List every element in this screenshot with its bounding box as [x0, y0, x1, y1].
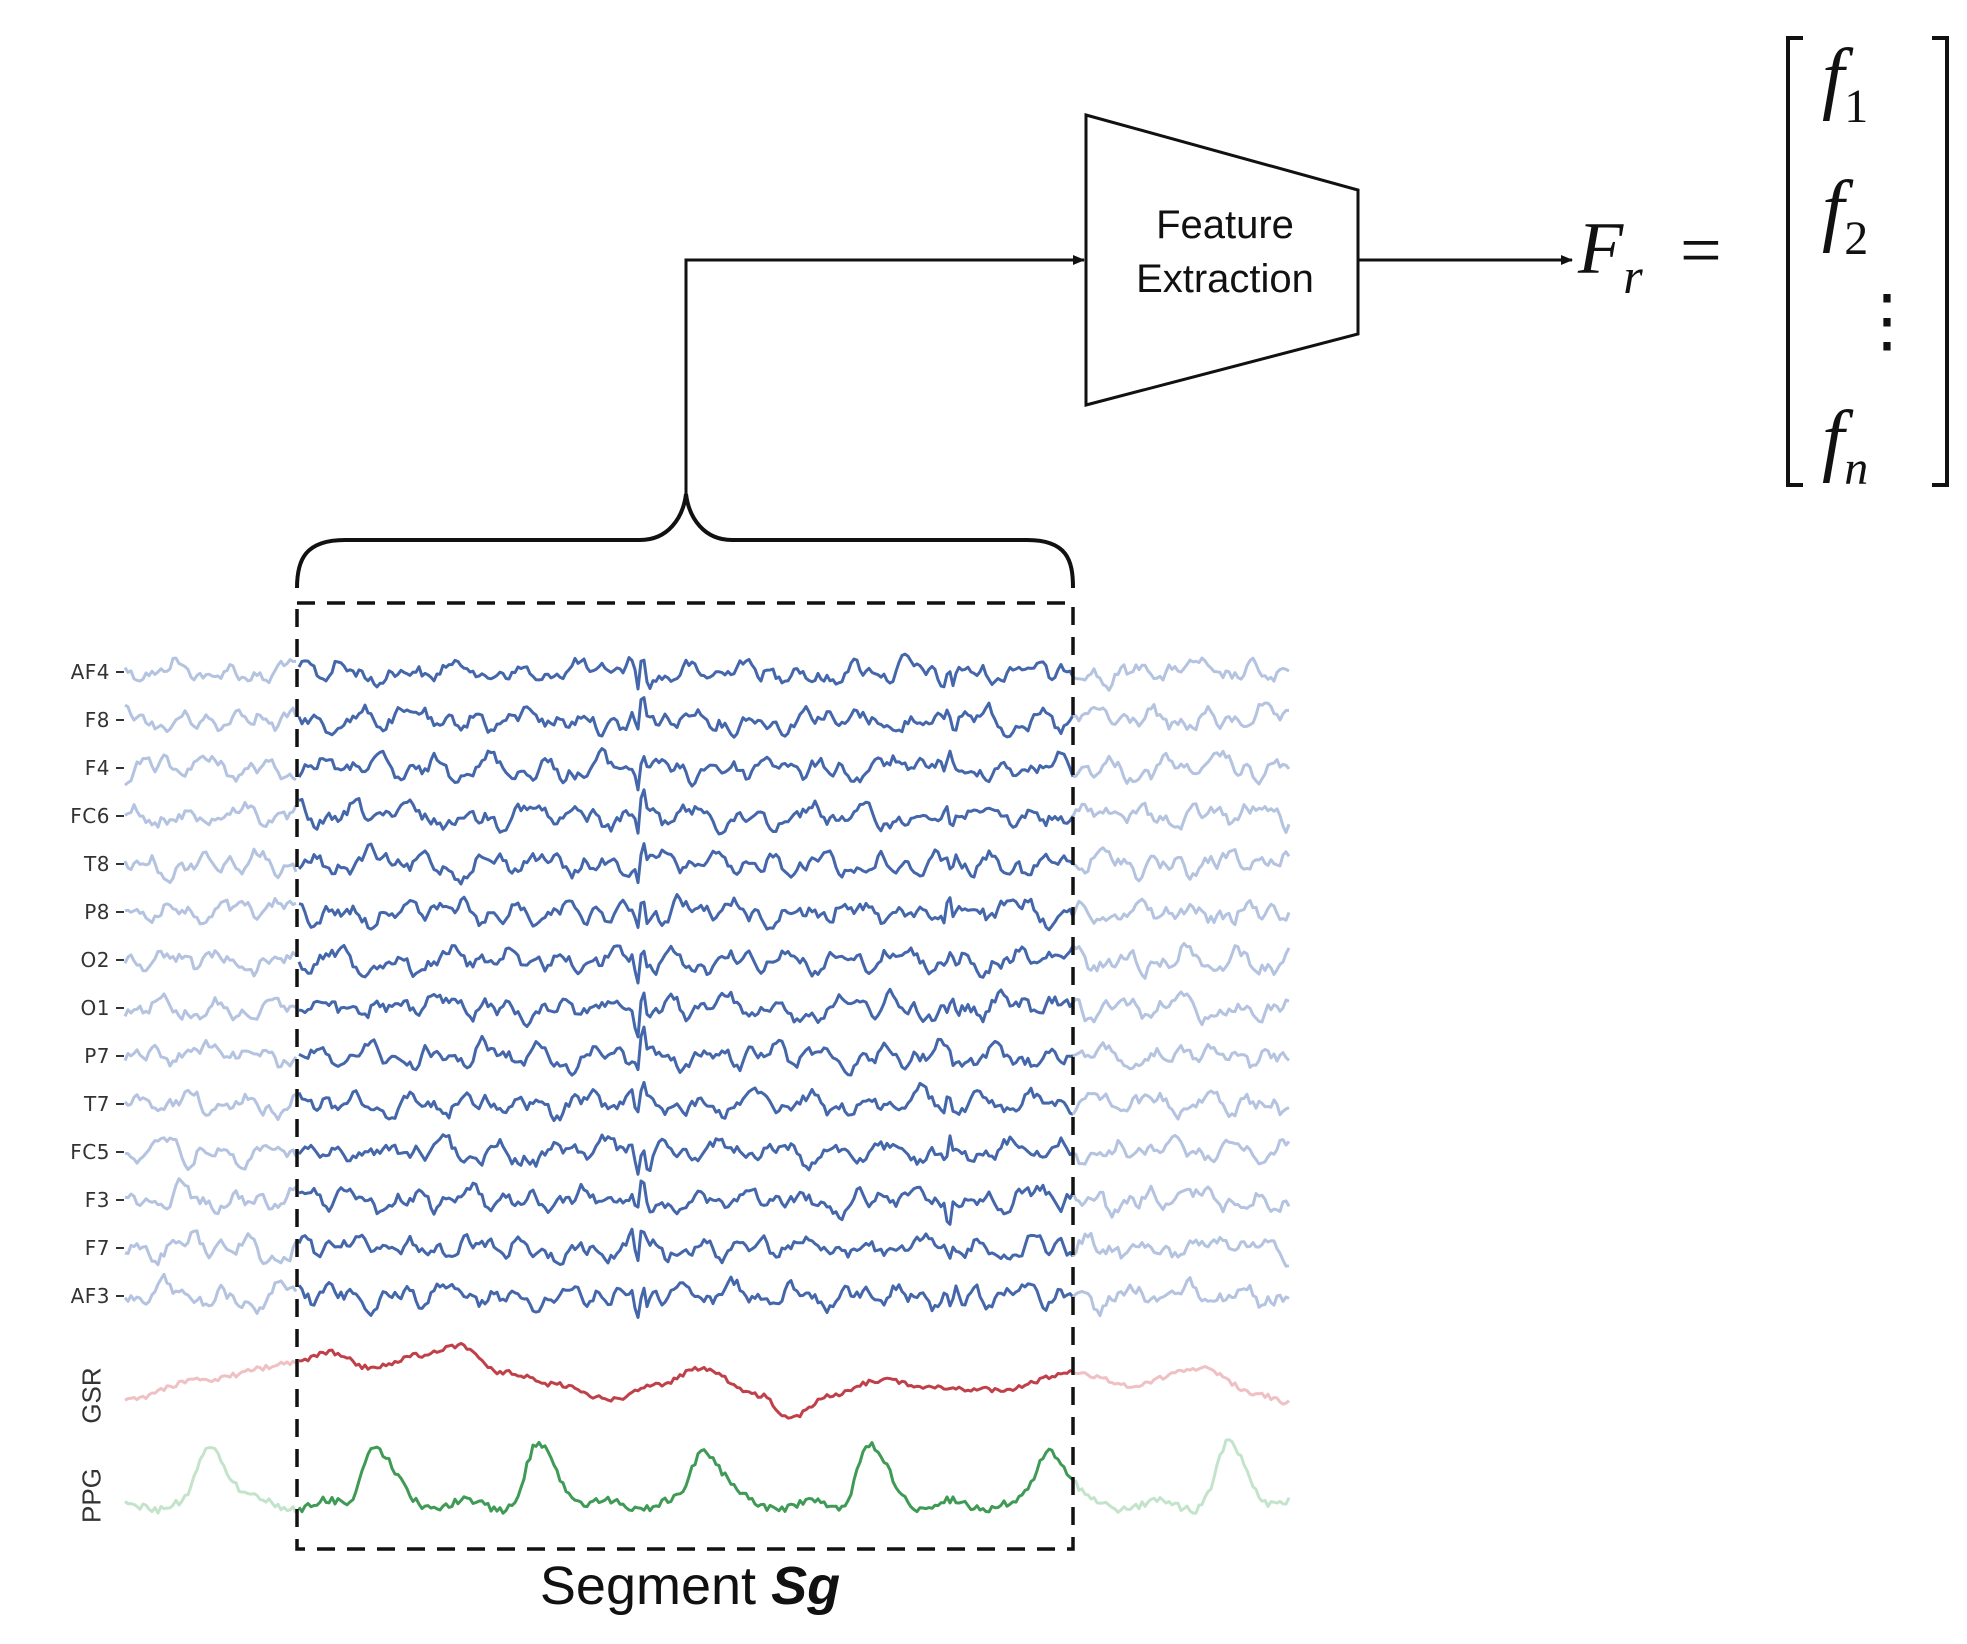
feature-vector-entry-2: f2 [1822, 170, 1868, 265]
eeg-trace-fc5-left [124, 1136, 298, 1171]
feature-vector-entry-base: f [1822, 166, 1845, 254]
eeg-trace-o1-segment [298, 987, 1075, 1039]
segment-selection-box [295, 601, 1075, 1551]
output-feature-symbol: Fr [1578, 212, 1643, 304]
eeg-trace-o2-left [123, 949, 298, 978]
feature-vector-entry-subscript: 1 [1844, 80, 1869, 133]
feature-extraction-label-line2: Extraction [1136, 257, 1314, 301]
channel-label-af3: AF3 [70, 1284, 110, 1308]
feature-vector-entry-1: f1 [1822, 38, 1868, 133]
eeg-trace-f3-segment [298, 1179, 1075, 1226]
eeg-trace-af4-right [1072, 656, 1290, 692]
channel-label-p8: P8 [84, 900, 110, 924]
channel-label-p7: P7 [84, 1044, 110, 1068]
gsr-trace-left [124, 1359, 297, 1402]
channel-label-fc6: FC6 [70, 804, 110, 828]
eeg-trace-af3-left [123, 1272, 298, 1315]
channel-label-f4: F4 [84, 756, 110, 780]
gsr-trace-right [1072, 1365, 1290, 1406]
eeg-trace-t8-right [1072, 846, 1291, 883]
eeg-trace-o2-segment [297, 944, 1075, 985]
segment-label-prefix: Segment [539, 1556, 757, 1616]
feature-vector-entry-4: fn [1822, 400, 1868, 495]
feature-vector-entry-subscript: n [1844, 442, 1869, 495]
ppg-trace-segment [297, 1440, 1075, 1515]
eeg-trace-fc6-segment [298, 788, 1075, 836]
eeg-trace-f3-right [1071, 1184, 1291, 1219]
eeg-trace-o1-left [123, 992, 297, 1022]
eeg-trace-f8-left [124, 703, 298, 733]
vector-left-bracket [1786, 36, 1803, 487]
eeg-trace-af4-left [123, 656, 297, 685]
eeg-trace-fc5-right [1072, 1133, 1291, 1166]
eeg-trace-f4-left [124, 753, 297, 787]
ppg-trace-right [1072, 1438, 1291, 1515]
channel-label-o2: O2 [80, 948, 110, 972]
feature-extraction-label-line1: Feature [1156, 203, 1294, 247]
eeg-trace-p8-left [124, 897, 297, 926]
vector-right-bracket [1932, 36, 1949, 487]
eeg-trace-f4-segment [297, 747, 1075, 792]
channel-label-f3: F3 [84, 1188, 110, 1212]
eeg-trace-p8-right [1071, 897, 1291, 927]
gsr-trace-segment [298, 1341, 1074, 1420]
channel-label-o1: O1 [80, 996, 110, 1020]
eeg-trace-fc6-right [1071, 801, 1291, 834]
feature-vector-entry-subscript: 2 [1844, 212, 1869, 265]
output-symbol-base: F [1578, 208, 1624, 290]
brace-to-extractor-arrow [684, 255, 1085, 494]
feature-extraction-block [1084, 113, 1360, 407]
channel-label-t7: T7 [84, 1092, 110, 1116]
output-symbol-subscript: r [1623, 248, 1643, 304]
eeg-trace-p7-left [123, 1039, 298, 1069]
eeg-trace-t7-right [1071, 1089, 1290, 1121]
feature-vector-entry-base: f [1822, 34, 1845, 122]
eeg-trace-af3-right [1071, 1276, 1290, 1318]
signal-traces [116, 652, 1291, 1515]
eeg-trace-f7-segment [297, 1227, 1075, 1266]
channel-label-ppg: PPG [76, 1468, 107, 1523]
eeg-trace-f7-right [1071, 1231, 1290, 1268]
segment-label-name: Sg [771, 1556, 841, 1616]
eeg-trace-f3-left [124, 1177, 298, 1216]
segment-brace [295, 493, 1075, 589]
eeg-trace-o1-right [1071, 990, 1290, 1027]
feature-vector-entry-base: f [1822, 396, 1845, 484]
eeg-trace-f8-right [1072, 701, 1290, 732]
channel-label-f8: F8 [84, 708, 110, 732]
eeg-trace-t8-segment [297, 842, 1074, 886]
feature-vector-entry-3: ⋮ [1852, 282, 1922, 362]
eeg-trace-f8-segment [297, 696, 1075, 739]
eeg-trace-fc6-left [124, 801, 298, 829]
eeg-trace-af4-segment [297, 652, 1075, 691]
eeg-trace-f4-right [1072, 749, 1291, 786]
eeg-trace-t7-left [123, 1088, 297, 1121]
eeg-trace-af3-segment [297, 1275, 1075, 1319]
eeg-trace-p7-right [1072, 1041, 1291, 1071]
channel-label-gsr: GSR [76, 1367, 107, 1424]
eeg-trace-t8-left [123, 847, 298, 884]
channel-label-af4: AF4 [70, 660, 110, 684]
equals-sign: = [1680, 210, 1722, 292]
feature-vector-entry-base: ⋮ [1852, 283, 1922, 360]
channel-label-f7: F7 [84, 1236, 110, 1260]
segment-label: Segment Sg [420, 1555, 960, 1617]
channel-label-t8: T8 [84, 852, 110, 876]
eeg-trace-t7-segment [297, 1080, 1074, 1123]
ppg-trace-left [124, 1446, 298, 1515]
eeg-trace-f7-left [124, 1229, 298, 1267]
eeg-trace-p7-segment [298, 1025, 1074, 1077]
eeg-trace-p8-segment [298, 893, 1075, 932]
channel-label-fc5: FC5 [70, 1140, 110, 1164]
eeg-trace-o2-right [1071, 942, 1291, 980]
eeg-trace-fc5-segment [297, 1133, 1074, 1176]
